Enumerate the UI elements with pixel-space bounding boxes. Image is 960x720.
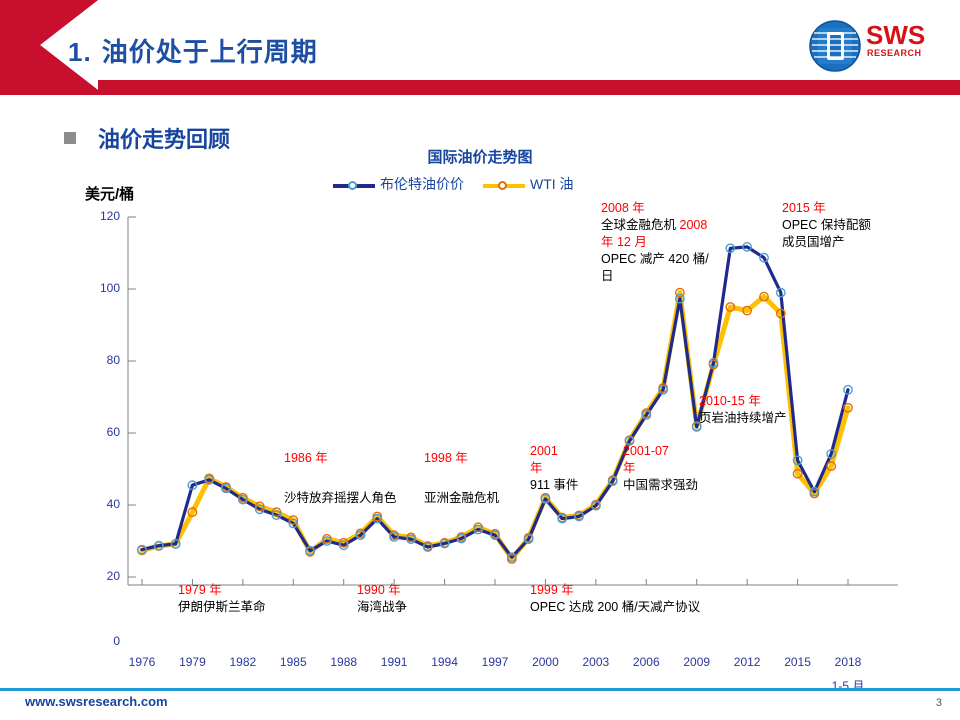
y-tick-label-zero: 0 xyxy=(113,634,120,648)
x-tick-label: 2003 xyxy=(582,655,610,669)
header-banner-shape xyxy=(0,0,960,95)
annotation-2001-07-text: 中国需求强劲 xyxy=(623,478,699,492)
annotation-2001-text: 911 事件 xyxy=(530,478,579,492)
oil-price-chart: 国际油价走势图 布伦特油价价 WTI 油 美元/桶 20 40 60 80 100 120… xyxy=(0,140,960,693)
annotation-1986-text: 沙特放弃摇摆人角色 xyxy=(284,491,397,505)
x-tick-label: 2012 xyxy=(733,655,761,669)
legend-label-wti: WTI 油 xyxy=(530,176,574,192)
y-tick-label: 40 xyxy=(106,497,120,511)
x-tick-label: 2018 xyxy=(834,655,862,669)
y-tick-label: 20 xyxy=(106,569,120,583)
annotation-2001-07-year: 2001-07 xyxy=(623,444,669,458)
annotation-1998-year: 1998 年 xyxy=(424,451,468,465)
section-heading-label: 油价走势回顾 xyxy=(98,127,231,152)
annotation-1998: 1998 年 亚洲金融危机 xyxy=(424,450,499,507)
annotation-2015-line2: OPEC 保持配额 xyxy=(782,218,871,232)
annotation-2010-15: 2010-15 年 页岩油持续增产 xyxy=(699,393,829,427)
y-tick-label: 80 xyxy=(106,353,120,367)
header-banner xyxy=(0,0,960,95)
annotation-1979-text: 伊朗伊斯兰革命 xyxy=(178,600,266,614)
page-title: 1. 油价处于上行周期 xyxy=(68,32,318,69)
annotation-1999-text: OPEC 达成 200 桶/天减产协议 xyxy=(530,600,701,614)
annotation-2008-line2: 全球金融危机 2008 xyxy=(601,218,708,232)
y-tick-label: 100 xyxy=(99,281,120,295)
annotation-2010-15-year: 2010-15 年 xyxy=(699,394,761,408)
x-tick-label: 2015 xyxy=(784,655,811,669)
x-tick-label: 1982 xyxy=(229,655,257,669)
x-tick-label: 1997 xyxy=(481,655,509,669)
annotation-1986-year: 1986 年 xyxy=(284,451,328,465)
annotation-2010-15-text: 页岩油持续增产 xyxy=(699,411,787,425)
annotation-1990-text: 海湾战争 xyxy=(357,600,408,614)
logo-text: SWS xyxy=(866,20,926,50)
section-heading: 油价走势回顾 xyxy=(64,122,230,154)
chart-plot xyxy=(127,216,898,586)
annotation-1990: 1990 年 海湾战争 xyxy=(357,582,407,616)
annotation-1998-text: 亚洲金融危机 xyxy=(424,491,500,505)
square-bullet-icon xyxy=(64,132,76,144)
legend-swatch-wti xyxy=(483,179,525,193)
legend-label-brent: 布伦特油价价 xyxy=(380,176,464,192)
x-tick-label: 2009 xyxy=(683,655,711,669)
annotation-1979: 1979 年 伊朗伊斯兰革命 xyxy=(178,582,266,616)
x-tick-label: 1991 xyxy=(380,655,408,669)
annotation-1999-year: 1999 年 xyxy=(530,583,574,597)
annotation-1986: 1986 年 沙特放弃摇摆人角色 xyxy=(284,450,397,507)
annotation-2008: 2008 年 全球金融危机 2008 年 12 月 OPEC 减产 420 桶/… xyxy=(601,200,741,285)
annotation-2015: 2015 年 OPEC 保持配额 成员国增产 xyxy=(782,200,912,251)
annotation-2001-07-year-suffix: 年 xyxy=(623,461,636,475)
annotation-1990-year: 1990 年 xyxy=(357,583,401,597)
footer-url: www.swsresearch.com xyxy=(25,694,168,709)
x-tick-label: 1979 xyxy=(179,655,206,669)
annotation-2001-07: 2001-07 年 中国需求强劲 xyxy=(623,443,718,494)
annotation-2001: 2001 年 911 事件 xyxy=(530,443,578,494)
x-tick-label: 2000 xyxy=(532,655,559,669)
legend-item-wti: WTI 油 xyxy=(483,175,574,193)
legend-swatch-brent xyxy=(333,179,375,193)
page-number: 3 xyxy=(935,697,942,709)
x-axis-sublabel: 1-5 月 xyxy=(831,679,865,693)
y-tick-label: 60 xyxy=(106,425,120,439)
annotation-2015-line3: 成员国增产 xyxy=(782,235,845,249)
x-tick-label: 1976 xyxy=(128,655,156,669)
annotation-2008-year: 2008 年 xyxy=(601,201,645,215)
annotation-2008-line3: 年 12 月 xyxy=(601,235,647,249)
x-tick-label: 1988 xyxy=(330,655,358,669)
sws-research-logo: SWS RESEARCH xyxy=(808,20,938,75)
x-tick-label: 1994 xyxy=(431,655,458,669)
x-tick-label: 1985 xyxy=(279,655,307,669)
annotation-2008-line4: OPEC 减产 420 桶/ xyxy=(601,252,709,266)
chart-title: 国际油价走势图 xyxy=(427,149,533,166)
annotation-1999: 1999 年 OPEC 达成 200 桶/天减产协议 xyxy=(530,582,700,616)
annotation-2015-year: 2015 年 xyxy=(782,201,826,215)
x-tick-label: 2006 xyxy=(632,655,660,669)
annotation-1979-year: 1979 年 xyxy=(178,583,222,597)
y-tick-label: 120 xyxy=(99,209,120,223)
footer-divider xyxy=(0,688,960,691)
chart-legend: 布伦特油价价 WTI 油 xyxy=(333,175,613,217)
logo-subtext: RESEARCH xyxy=(867,48,922,58)
logo-mark-icon xyxy=(809,20,861,72)
annotation-2001-year-suffix: 年 xyxy=(530,461,543,475)
annotation-2001-year: 2001 xyxy=(530,444,558,458)
annotation-2008-line5: 日 xyxy=(601,269,614,283)
page-title-number: 1. xyxy=(68,37,92,67)
page-title-text: 油价处于上行周期 xyxy=(101,37,318,67)
y-axis-unit-label: 美元/桶 xyxy=(85,186,135,203)
legend-item-brent: 布伦特油价价 xyxy=(333,175,464,193)
